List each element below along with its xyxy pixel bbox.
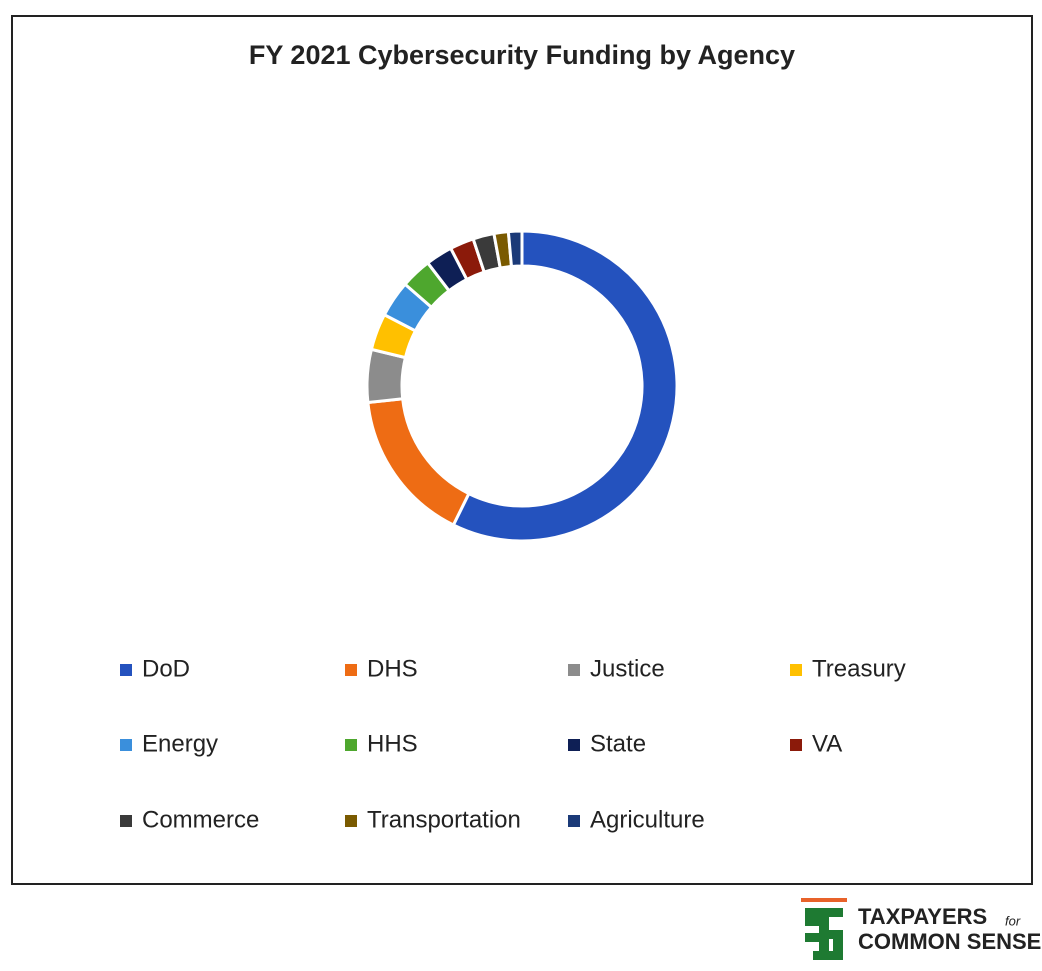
legend-label: State [590, 730, 646, 757]
legend-label: Commerce [142, 806, 259, 833]
legend-label: Agriculture [590, 806, 705, 833]
legend-swatch [568, 664, 580, 676]
legend-label: Treasury [812, 655, 906, 682]
legend-label: DHS [367, 655, 418, 682]
logo-mark [813, 930, 843, 960]
legend-swatch [568, 815, 580, 827]
legend-label: HHS [367, 730, 418, 757]
donut-segment [506, 229, 524, 269]
legend-label: VA [812, 730, 842, 757]
legend-swatch [120, 664, 132, 676]
logo-text: TAXPAYERS [858, 904, 987, 929]
chart-frame [11, 15, 1033, 885]
legend-swatch [345, 815, 357, 827]
legend-swatch [568, 739, 580, 751]
legend-swatch [790, 664, 802, 676]
chart-title: FY 2021 Cybersecurity Funding by Agency [249, 40, 795, 70]
legend-swatch [345, 664, 357, 676]
logo-text: COMMON SENSE [858, 929, 1041, 954]
donut-segment [451, 229, 679, 543]
legend-swatch [120, 815, 132, 827]
legend-label: Energy [142, 730, 218, 757]
legend-swatch [120, 739, 132, 751]
legend-label: Justice [590, 655, 665, 682]
legend-label: Transportation [367, 806, 521, 833]
legend-swatch [345, 739, 357, 751]
logo: TAXPAYERS for COMMON SENSE [801, 898, 1041, 960]
logo-mark [805, 908, 843, 955]
legend-swatch [790, 739, 802, 751]
legend-label: DoD [142, 655, 190, 682]
logo-bar [801, 898, 847, 902]
logo-text: for [1005, 913, 1021, 928]
